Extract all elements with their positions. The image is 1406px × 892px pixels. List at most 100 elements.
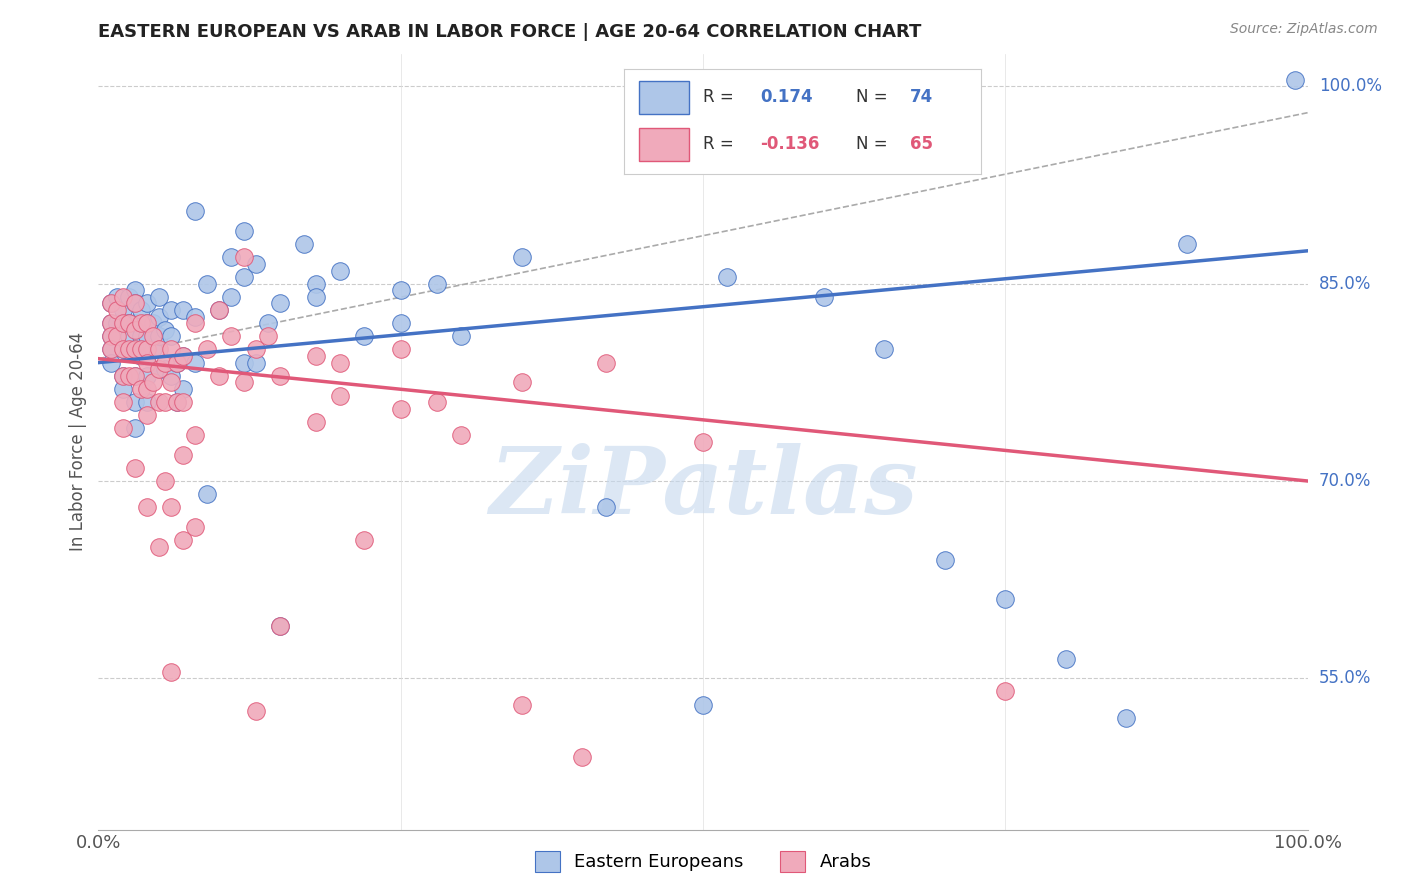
Point	[1175, 237, 1198, 252]
Text: 55.0%: 55.0%	[1319, 669, 1371, 688]
Point	[510, 698, 533, 712]
Point	[148, 362, 170, 376]
Point	[105, 329, 128, 343]
Point	[135, 382, 157, 396]
Point	[111, 343, 134, 357]
Point	[135, 296, 157, 310]
Point	[111, 395, 134, 409]
Point	[292, 237, 315, 252]
Text: Source: ZipAtlas.com: Source: ZipAtlas.com	[1230, 22, 1378, 37]
Point	[124, 343, 146, 357]
Point	[994, 592, 1017, 607]
Point	[208, 368, 231, 383]
Point	[142, 316, 165, 330]
Point	[510, 251, 533, 265]
Point	[1284, 72, 1306, 87]
Point	[118, 290, 141, 304]
Point	[111, 316, 134, 330]
Point	[184, 204, 207, 219]
Point	[934, 553, 956, 567]
Point	[305, 277, 328, 291]
Point	[135, 316, 157, 330]
Point	[269, 296, 291, 310]
Point	[135, 349, 157, 363]
Point	[195, 277, 218, 291]
Point	[510, 376, 533, 390]
Point	[994, 684, 1017, 698]
Point	[232, 224, 254, 238]
Point	[135, 343, 157, 357]
Point	[232, 251, 254, 265]
Point	[1054, 651, 1077, 665]
Point	[166, 356, 188, 370]
Point	[135, 368, 157, 383]
Point	[124, 368, 146, 383]
Point	[269, 618, 291, 632]
Point	[184, 520, 207, 534]
Point	[245, 343, 267, 357]
Point	[221, 251, 243, 265]
Point	[166, 395, 188, 409]
Point	[111, 368, 134, 383]
Point	[100, 356, 122, 370]
Point	[166, 395, 188, 409]
Point	[135, 409, 157, 423]
Point	[148, 310, 170, 324]
Text: 85.0%: 85.0%	[1319, 275, 1371, 293]
Point	[160, 376, 183, 390]
Point	[245, 704, 267, 718]
Point	[148, 343, 170, 357]
Point	[305, 290, 328, 304]
Point	[100, 329, 122, 343]
Point	[124, 316, 146, 330]
Point	[111, 303, 134, 318]
Point	[142, 343, 165, 357]
Point	[153, 395, 176, 409]
Point	[124, 460, 146, 475]
Point	[148, 329, 170, 343]
Point	[111, 290, 134, 304]
Point	[105, 290, 128, 304]
Point	[124, 343, 146, 357]
Point	[353, 329, 375, 343]
Point	[153, 474, 176, 488]
Point	[129, 349, 152, 363]
Point	[124, 296, 146, 310]
Point	[111, 382, 134, 396]
Point	[124, 395, 146, 409]
Point	[129, 343, 152, 357]
Point	[305, 415, 328, 429]
Point	[389, 283, 412, 297]
Point	[172, 448, 194, 462]
Point	[329, 263, 352, 277]
Point	[873, 343, 896, 357]
Point	[148, 362, 170, 376]
Point	[124, 296, 146, 310]
Point	[124, 421, 146, 435]
Point	[269, 618, 291, 632]
Point	[172, 533, 194, 548]
Point	[269, 368, 291, 383]
Point	[571, 750, 593, 764]
Point	[135, 316, 157, 330]
Point	[118, 316, 141, 330]
Point	[153, 323, 176, 337]
Point	[232, 376, 254, 390]
Point	[389, 316, 412, 330]
Point	[184, 310, 207, 324]
Point	[195, 487, 218, 501]
Point	[111, 368, 134, 383]
Point	[692, 698, 714, 712]
Point	[100, 296, 122, 310]
Point	[148, 540, 170, 554]
Point	[184, 316, 207, 330]
Text: 70.0%: 70.0%	[1319, 472, 1371, 490]
Point	[100, 316, 122, 330]
Point	[124, 323, 146, 337]
Point	[129, 329, 152, 343]
Text: ZiPatlas: ZiPatlas	[489, 443, 917, 533]
Point	[100, 296, 122, 310]
Point	[221, 329, 243, 343]
Point	[118, 368, 141, 383]
Point	[148, 395, 170, 409]
